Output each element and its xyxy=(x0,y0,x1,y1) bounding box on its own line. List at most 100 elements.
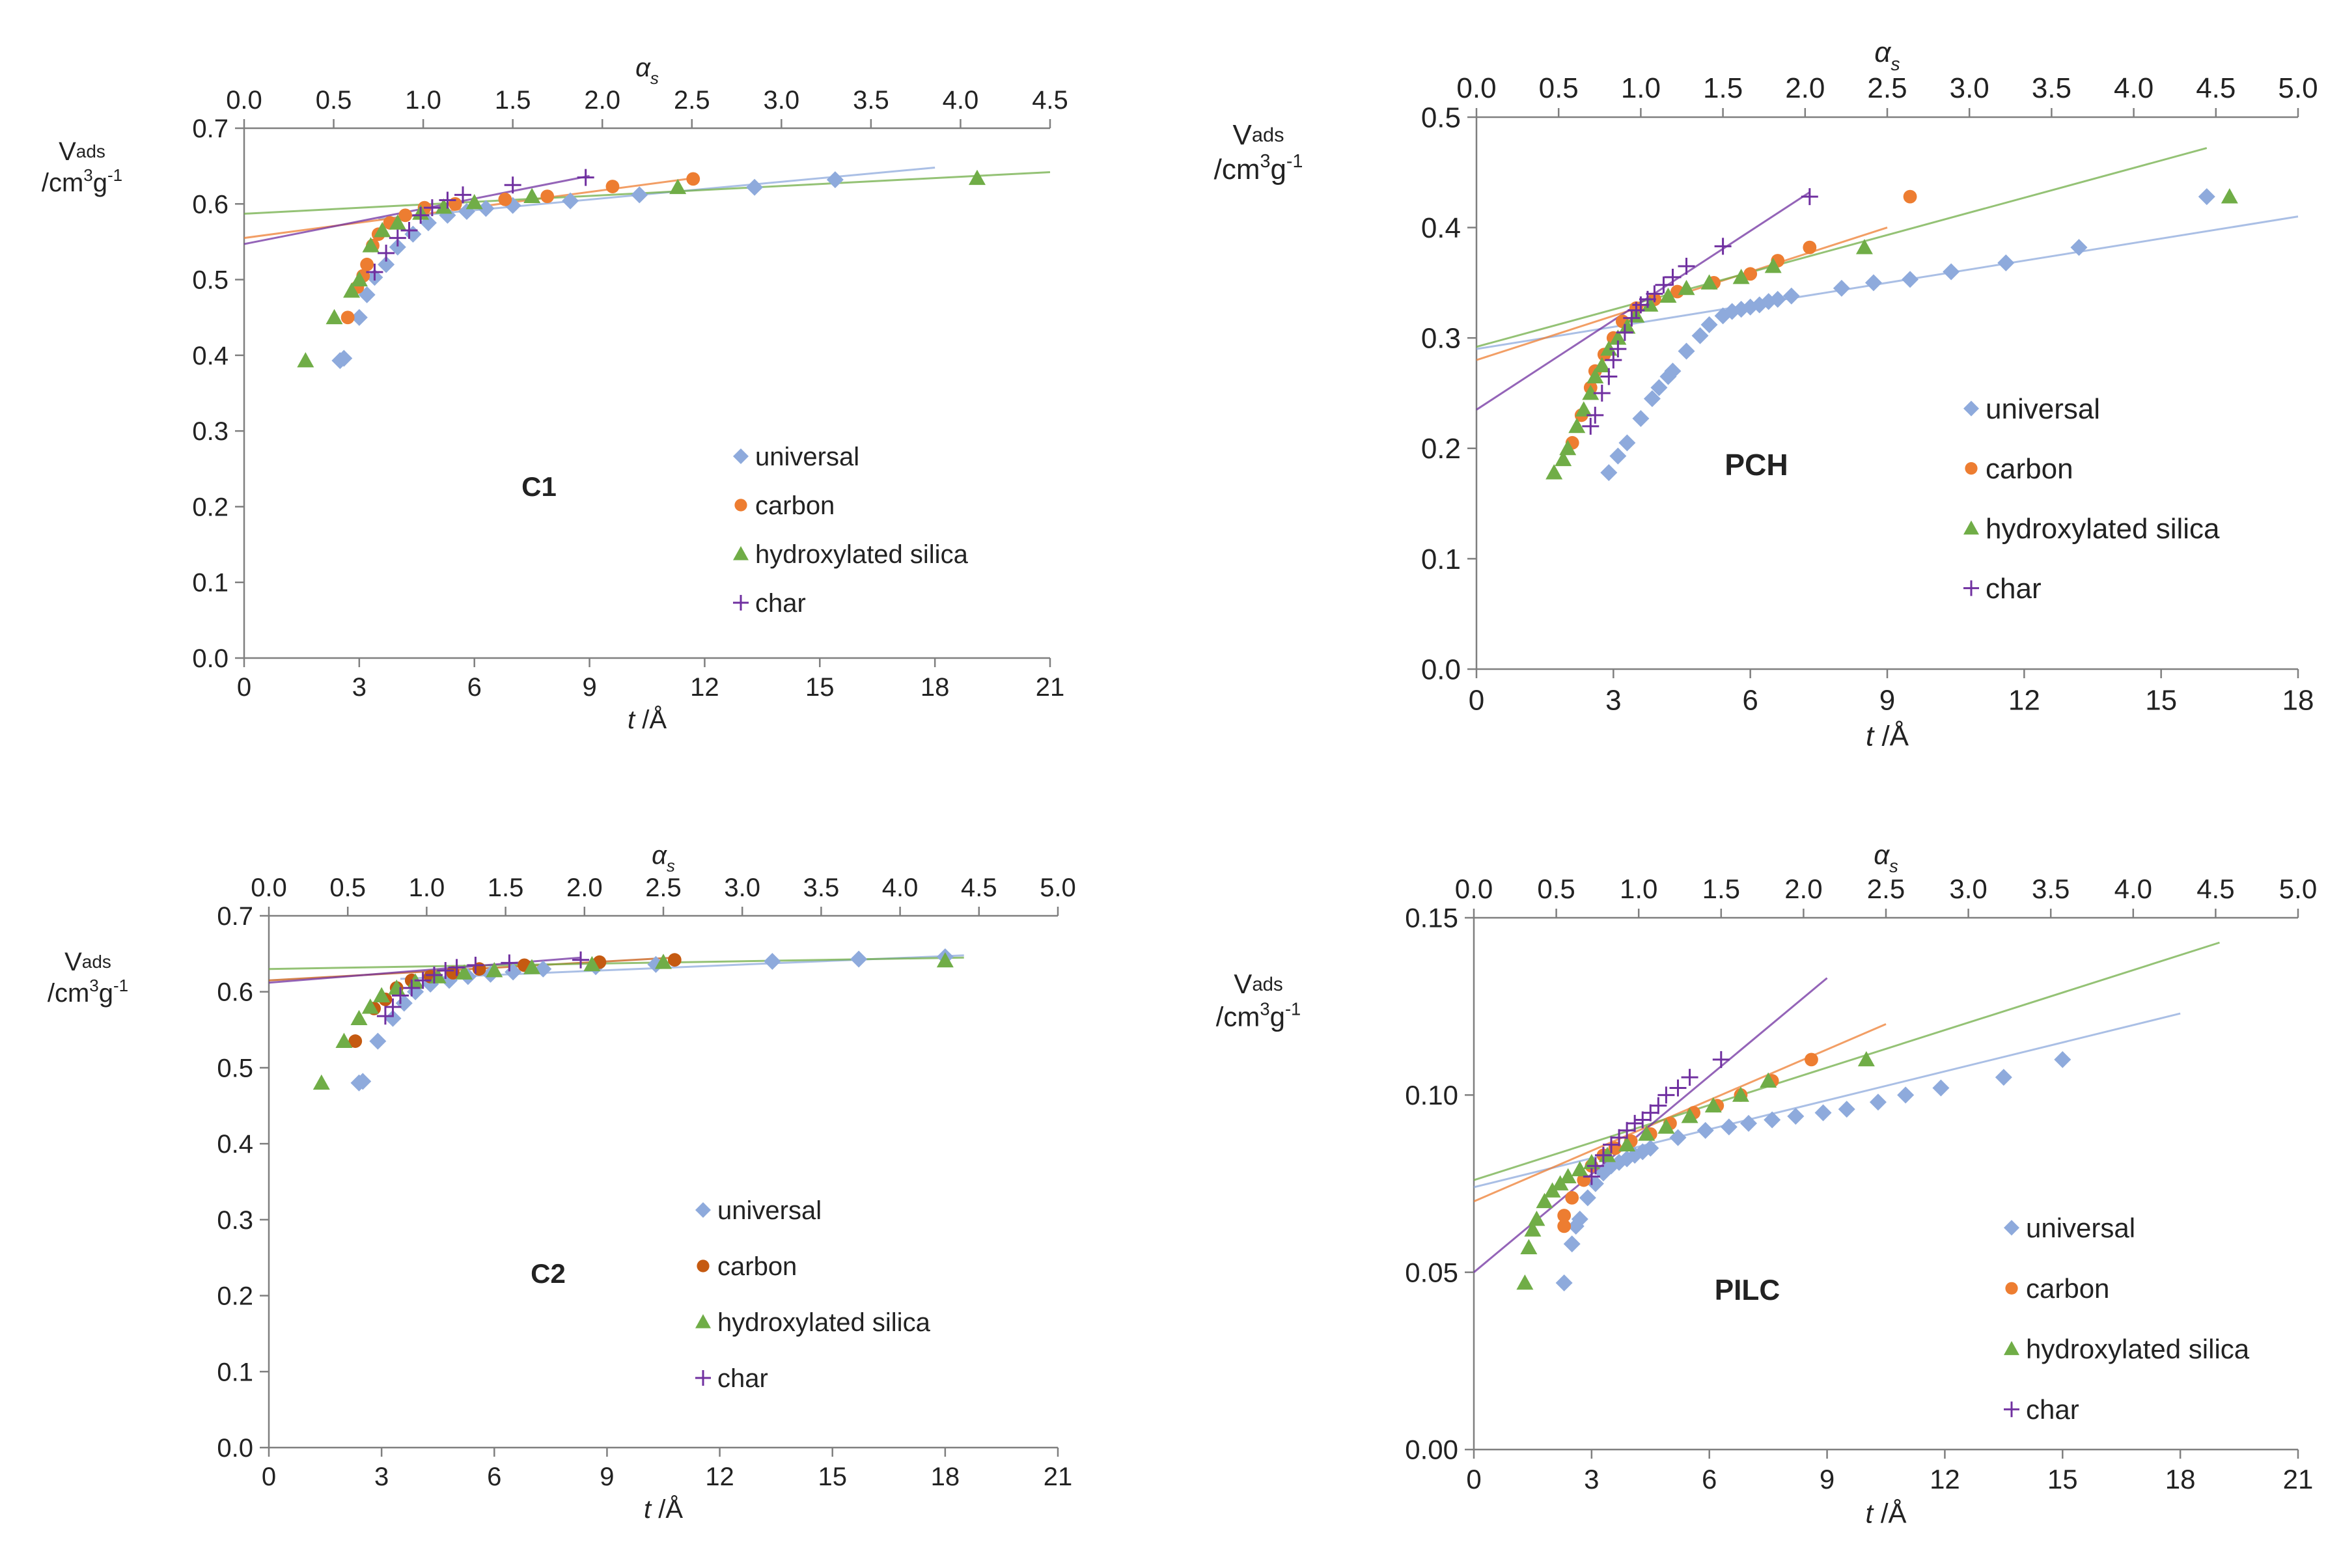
sample-label: PILC xyxy=(1715,1274,1780,1306)
legend: universal carbon hydroxylated silica char xyxy=(695,1196,931,1393)
fit-line-hydroxylated-silica xyxy=(243,171,1051,215)
x2-tick-label: 0.5 xyxy=(1537,873,1575,904)
series-hydroxylated-silica xyxy=(1545,188,2238,480)
data-point-char xyxy=(1623,309,1641,327)
data-point-char xyxy=(1634,1111,1652,1129)
data-point-hydroxylated-silica xyxy=(1855,239,1873,254)
data-point-universal xyxy=(1603,1157,1620,1175)
data-point-hydroxylated-silica xyxy=(1764,257,1782,273)
data-point-char xyxy=(577,169,594,186)
x-tick-label: 21 xyxy=(1036,673,1065,702)
y-axis-unit: /cm3g-1 xyxy=(1214,151,1303,186)
data-point-hydroxylated-silica xyxy=(1659,287,1677,303)
data-point-universal xyxy=(1678,342,1695,360)
x-tick-label: 6 xyxy=(1742,684,1758,716)
data-point-universal xyxy=(1869,1093,1887,1111)
chart-panel-c2: 0.0 0.1 0.2 0.3 0.4 0.5 0.6 0.7 0 3 6 9 12 15 18 21 0.0 0… xyxy=(0,784,1170,1567)
data-point-char xyxy=(423,199,441,217)
y-tick-label: 0.2 xyxy=(1421,433,1461,465)
data-point-carbon xyxy=(605,180,620,193)
fit-line-carbon xyxy=(1473,1023,1887,1203)
legend-label-carbon: carbon xyxy=(2026,1273,2109,1304)
legend-label-char: char xyxy=(1986,573,2042,605)
data-point-char xyxy=(1582,417,1600,435)
data-point-carbon xyxy=(686,172,700,186)
legend-marker-char xyxy=(733,595,749,611)
data-point-universal xyxy=(1932,1079,1950,1097)
legend-label-hydroxylated-silica: hydroxylated silica xyxy=(755,540,969,569)
data-point-hydroxylated-silica xyxy=(583,956,601,972)
x-tick-label: 0 xyxy=(262,1463,276,1491)
x-tick-label: 15 xyxy=(2047,1464,2078,1494)
x-tick-label: 9 xyxy=(582,673,596,702)
data-point-universal xyxy=(1782,287,1800,305)
legend-marker-char xyxy=(1963,580,1979,596)
data-point-universal xyxy=(378,256,395,273)
chart-panel-c1: 0.0 0.1 0.2 0.3 0.4 0.5 0.6 0.7 0 3 6 9 12 15 18 21 0.0 0… xyxy=(0,0,1170,784)
data-point-char xyxy=(437,962,454,980)
data-point-universal xyxy=(1897,1086,1915,1104)
data-point-universal xyxy=(1787,1108,1805,1125)
x2-tick-label: 0.5 xyxy=(316,86,352,115)
x2-tick-label: 4.5 xyxy=(1032,86,1068,115)
data-point-universal xyxy=(1714,307,1732,325)
data-point-hydroxylated-silica xyxy=(1657,1118,1675,1134)
data-point-hydroxylated-silica xyxy=(1732,268,1750,284)
data-point-char xyxy=(1583,1168,1600,1185)
data-point-universal xyxy=(850,950,868,968)
data-point-hydroxylated-silica xyxy=(1704,1097,1722,1113)
data-point-hydroxylated-silica xyxy=(374,221,391,238)
legend: universal carbon hydroxylated silica char xyxy=(2004,1213,2250,1425)
y-axis-label: Vads xyxy=(59,137,105,166)
data-point-hydroxylated-silica xyxy=(1609,329,1627,345)
y-tick-label: 0.6 xyxy=(217,978,253,1007)
data-point-char xyxy=(366,263,383,281)
series-char xyxy=(1582,188,1818,435)
data-point-universal xyxy=(1741,298,1759,316)
chart-c2: 0.0 0.1 0.2 0.3 0.4 0.5 0.6 0.7 0 3 6 9 12 15 18 21 0.0 0… xyxy=(48,841,1076,1524)
data-point-universal xyxy=(1740,1114,1757,1132)
data-point-universal xyxy=(1700,316,1718,333)
data-point-hydroxylated-silica xyxy=(297,351,314,368)
legend-marker-char xyxy=(695,1370,711,1386)
x2-tick-label: 1.5 xyxy=(488,873,524,902)
data-point-universal xyxy=(1643,390,1661,407)
data-point-hydroxylated-silica xyxy=(1528,1210,1545,1226)
legend-marker-carbon xyxy=(697,1259,710,1272)
data-point-carbon xyxy=(1557,1209,1572,1222)
data-point-char xyxy=(1586,406,1604,424)
x2-tick-label: 1.5 xyxy=(1703,72,1743,104)
sample-label: PCH xyxy=(1725,448,1788,482)
x2-tick-label: 0.0 xyxy=(1455,873,1493,904)
data-point-hydroxylated-silica xyxy=(936,952,954,968)
data-point-universal xyxy=(1571,1210,1588,1228)
data-point-char xyxy=(1616,323,1633,341)
data-point-hydroxylated-silica xyxy=(1555,450,1572,467)
x2-tick-label: 2.0 xyxy=(1785,72,1825,104)
data-point-hydroxylated-silica xyxy=(2221,188,2238,204)
fit-line-hydroxylated-silica xyxy=(1473,941,2220,1181)
y-tick-label: 0.7 xyxy=(192,115,229,143)
data-point-hydroxylated-silica xyxy=(1571,1161,1588,1177)
x2-tick-label: 0.0 xyxy=(251,873,287,902)
y-tick-label: 0.5 xyxy=(217,1054,253,1082)
data-point-universal xyxy=(1751,296,1768,314)
data-point-hydroxylated-silica xyxy=(1582,385,1600,400)
data-point-universal xyxy=(395,995,413,1012)
data-point-hydroxylated-silica xyxy=(1559,1168,1577,1184)
x-tick-label: 6 xyxy=(487,1463,501,1491)
x2-tick-label: 3.0 xyxy=(1950,72,1989,104)
data-point-hydroxylated-silica xyxy=(1678,279,1695,296)
data-point-universal xyxy=(404,225,422,243)
x2-tick-label: 3.0 xyxy=(1949,873,1987,904)
data-point-char xyxy=(384,998,402,1016)
data-point-carbon xyxy=(340,310,355,325)
chart-pch: 0.00.10.20.30.40.50 3 6 9 12 15 180.0 0.5 1.0 1.5… xyxy=(1214,36,2318,752)
data-point-universal xyxy=(1697,1121,1714,1139)
x-tick-label: 12 xyxy=(1930,1464,1960,1494)
x2-tick-label: 2.0 xyxy=(1784,873,1822,904)
series-char xyxy=(1583,1051,1730,1185)
y-axis-label: Vads xyxy=(64,948,111,976)
legend-label-hydroxylated-silica: hydroxylated silica xyxy=(2026,1334,2250,1364)
x2-tick-label: 0.5 xyxy=(1539,72,1579,104)
